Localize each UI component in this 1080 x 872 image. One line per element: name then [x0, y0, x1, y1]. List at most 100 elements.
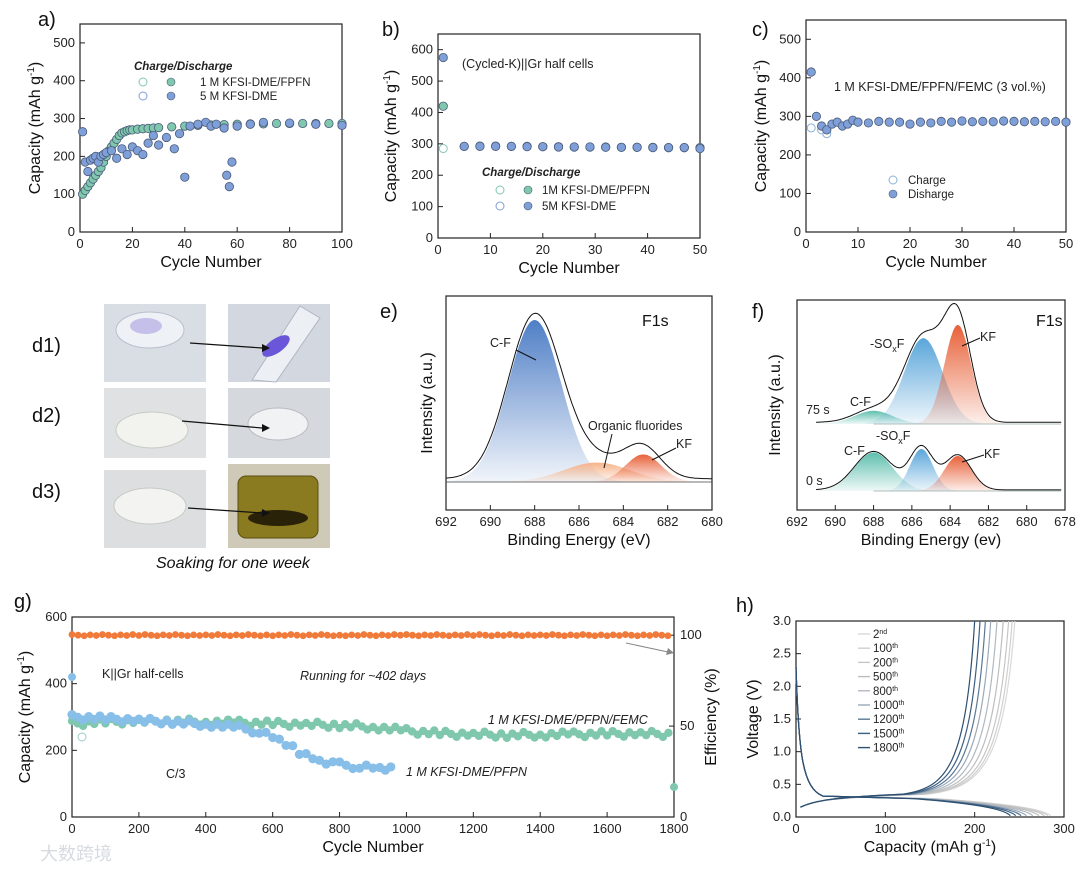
data-point-efficiency — [366, 631, 374, 639]
legend-label-1800: 1800th — [873, 743, 905, 755]
data-point-efficiency — [275, 631, 283, 639]
x-tick-label: 600 — [262, 821, 284, 836]
x-tick-label: 1000 — [392, 821, 421, 836]
data-point-dme — [106, 146, 117, 156]
data-point-efficiency — [451, 631, 459, 639]
y-tick-label: 0.0 — [773, 809, 791, 824]
y-axis-label-main: Capacity (mAh g — [27, 76, 44, 194]
data-point-efficiency — [561, 632, 568, 640]
legend-cycle: 500 — [873, 672, 892, 684]
purple-residue-d1 — [262, 335, 290, 357]
data-point-dme — [632, 142, 642, 152]
plot-frame — [437, 33, 701, 239]
data-point-dme — [117, 144, 127, 154]
legend-marker-charge — [138, 91, 148, 101]
data-point-pfpn — [248, 728, 258, 738]
panel-label-d2: d2) — [32, 405, 61, 427]
x-tick-label: 686 — [568, 514, 590, 529]
y-tick-label: 0 — [68, 224, 75, 239]
arrow-d3 — [187, 507, 263, 514]
data-point-dme — [245, 119, 255, 129]
vial-d3-after — [237, 475, 319, 539]
data-point-discharge — [926, 118, 936, 128]
data-point-charge — [77, 732, 87, 742]
data-point-efficiency — [634, 632, 641, 640]
data-point-dme — [311, 119, 321, 129]
vial-d3-before — [113, 487, 187, 525]
data-point-efficiency — [609, 631, 617, 639]
y-tick-label: 200 — [411, 167, 433, 182]
data-point-discharge — [806, 67, 816, 77]
x-axis-label: Binding Energy (eV) — [507, 532, 650, 549]
x-tick-label: 692 — [786, 514, 808, 529]
data-point-efficiency — [123, 632, 131, 639]
y-tick-label: 300 — [53, 111, 75, 126]
data-point-pfpn — [261, 727, 271, 737]
x-tick-label: 690 — [824, 514, 846, 529]
x-tick-label: 0 — [76, 236, 83, 251]
data-point-efficiency — [378, 631, 386, 639]
y-tick-label: 0 — [426, 230, 433, 245]
x-tick-label: 1600 — [593, 821, 622, 836]
data-point-dme — [174, 129, 185, 139]
data-point-dme — [475, 141, 485, 151]
data-point-efficiency — [86, 631, 94, 639]
data-point-pfpn — [438, 101, 448, 111]
sox-label-main: -SO — [870, 337, 893, 351]
data-point-discharge — [1061, 117, 1071, 127]
label-sox-75s: -SOxF — [870, 337, 905, 354]
data-point-efficiency — [591, 632, 599, 640]
data-point-efficiency — [117, 631, 124, 639]
data-point-discharge — [874, 116, 884, 126]
x-axis-label: Cycle Number — [160, 254, 262, 271]
y-axis-label-end: ) — [383, 70, 400, 75]
legend-marker-discharge — [166, 77, 176, 87]
legend-label-500: 500th — [873, 672, 898, 684]
data-point-efficiency — [202, 631, 210, 639]
data-point-discharge — [1030, 116, 1040, 126]
data-point-efficiency — [74, 631, 82, 639]
data-point-efficiency — [500, 632, 508, 639]
data-point-efficiency — [579, 631, 587, 638]
efficiency-arrow-head — [666, 648, 674, 655]
legend-cycle-sup: nd — [879, 629, 887, 636]
data-point-efficiency — [172, 631, 179, 638]
x-axis-label-sup: -1 — [982, 838, 991, 849]
data-point-efficiency — [244, 631, 252, 638]
peak-c-f — [446, 320, 624, 482]
data-point-dme — [148, 130, 158, 141]
data-point-efficiency — [646, 632, 654, 639]
data-point-pfpn — [368, 763, 378, 773]
data-point-pfpn — [234, 720, 244, 730]
vial-d2-after — [247, 407, 309, 441]
data-point-dme — [180, 172, 190, 182]
arrow-d2 — [181, 420, 263, 429]
x-tick-label: 684 — [612, 514, 634, 529]
spectrum-envelope-0s — [816, 444, 1062, 491]
data-point-discharge — [822, 125, 832, 135]
leader-cf — [515, 349, 537, 361]
data-point-efficiency — [512, 631, 520, 639]
legend-marker-charge — [495, 201, 505, 211]
label-kf-0s: KF — [984, 447, 1000, 461]
data-point-pfpn — [281, 740, 291, 751]
data-point-pfpn — [294, 749, 304, 760]
data-point-dme — [648, 143, 658, 153]
legend-marker-discharge — [888, 189, 898, 199]
data-point-dme — [161, 132, 172, 143]
legend-cycle-sup: th — [899, 714, 905, 721]
y-axis-label: Voltage (V) — [745, 679, 762, 758]
data-point-efficiency — [281, 632, 289, 639]
data-point-dme — [258, 117, 268, 127]
data-point-discharge — [988, 117, 998, 127]
data-point-last — [670, 783, 678, 791]
data-point-efficiency — [567, 631, 574, 639]
data-point-efficiency — [342, 632, 349, 640]
x-tick-label: 0 — [792, 821, 799, 836]
legend-title: Charge/Discharge — [482, 167, 581, 179]
arrow-d1-head — [262, 344, 270, 352]
y2-axis-label: Efficiency (%) — [703, 668, 720, 766]
data-point-efficiency — [238, 632, 246, 639]
